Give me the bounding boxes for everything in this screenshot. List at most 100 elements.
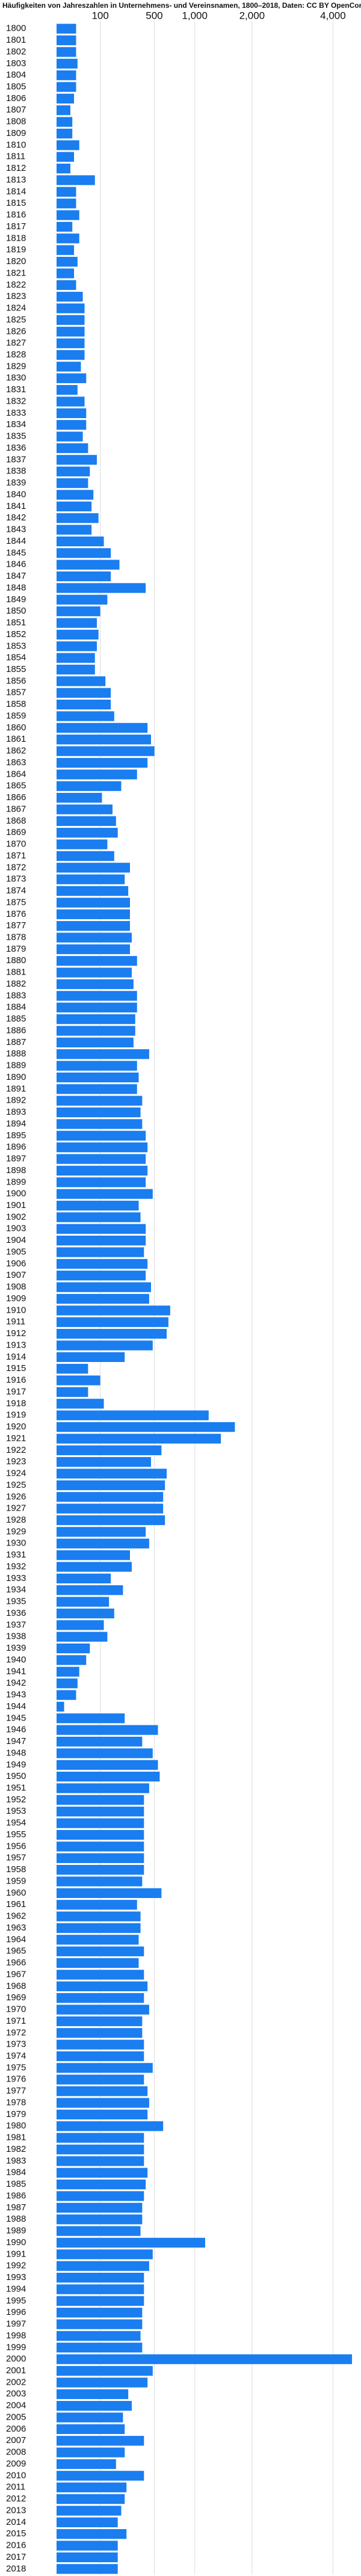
y-tick-label: 1816 [6,210,26,220]
y-tick-label: 1914 [6,1352,26,1362]
y-tick-label: 1899 [6,1177,26,1187]
y-tick-label: 1951 [6,1783,26,1793]
y-tick-label: 1918 [6,1398,26,1408]
bar [57,1900,137,1910]
bar [57,606,100,617]
y-tick-label: 1971 [6,2016,26,2026]
y-tick-label: 1894 [6,1118,26,1129]
y-tick-label: 1890 [6,1072,26,1082]
y-tick-label: 1911 [6,1317,25,1327]
y-tick-label: 1821 [6,268,26,278]
bar [57,1072,139,1083]
bar [57,93,75,104]
y-tick-label: 1877 [6,920,26,931]
y-tick-label: 1915 [6,1363,26,1373]
y-tick-label: 1990 [6,2237,26,2248]
y-tick-label: 1843 [6,525,26,535]
y-tick-label: 1929 [6,1526,26,1536]
bar [57,1981,148,1991]
bar [57,1002,137,1012]
y-tick-label: 1970 [6,2004,26,2015]
bar [57,1888,162,1898]
y-tick-label: 1948 [6,1748,26,1758]
y-tick-label: 1963 [6,1923,26,1933]
y-tick-label: 1868 [6,816,26,826]
bar [57,2389,129,2399]
bar [57,105,70,116]
bar [57,839,108,849]
y-tick-label: 1810 [6,140,26,150]
y-tick-label: 2017 [6,2552,26,2562]
bar [57,2459,116,2470]
y-tick-label: 1882 [6,979,26,989]
y-tick-label: 1886 [6,1025,26,1035]
bar [57,1037,134,1047]
bar [57,1026,135,1036]
y-tick-label: 1997 [6,2319,26,2329]
y-tick-label: 1874 [6,886,26,896]
bar [57,2331,141,2341]
bar [57,408,87,419]
y-tick-label: 1902 [6,1212,26,1222]
y-tick-label: 2013 [6,2505,26,2515]
y-tick-label: 1921 [6,1433,26,1443]
y-tick-label: 1837 [6,454,26,464]
bar [57,2086,148,2097]
y-tick-label: 1835 [6,431,26,442]
y-tick-label: 2008 [6,2447,26,2457]
y-tick-label: 1822 [6,280,26,290]
bar [57,256,78,267]
bar [57,140,79,150]
y-tick-label: 1993 [6,2272,26,2282]
bar [57,2319,143,2329]
y-tick-label: 1919 [6,1410,26,1420]
y-tick-label: 1900 [6,1189,26,1199]
bar [57,2133,144,2143]
y-tick-label: 1869 [6,827,26,837]
y-tick-label: 1873 [6,874,26,884]
y-tick-label: 1976 [6,2074,26,2085]
bar [57,1632,108,1642]
bar [57,2436,144,2446]
y-tick-label: 2000 [6,2354,26,2364]
bar [57,513,99,523]
y-tick-label: 1808 [6,117,26,127]
bar [57,2226,141,2236]
bar [57,1958,139,1968]
bar [57,1457,151,1467]
y-tick-label: 1858 [6,699,26,709]
bar [57,2179,146,2190]
y-tick-label: 1949 [6,1760,26,1770]
bar [57,1585,123,1595]
y-tick-label: 1920 [6,1422,26,1432]
chart-title: Häufigkeiten von Jahreszahlen in Unterne… [2,1,361,10]
y-tick-label: 1814 [6,186,26,197]
y-tick-label: 1823 [6,291,26,301]
bar [57,1200,139,1211]
bar [57,1095,143,1106]
y-tick-label: 1850 [6,606,26,616]
y-tick-label: 1825 [6,315,26,325]
bar [57,1503,164,1514]
bar [57,2308,143,2318]
bar [57,1701,64,1712]
y-tick-label: 1986 [6,2190,26,2201]
bar [57,898,130,908]
bar [57,979,134,990]
bar [57,1772,160,1782]
bar [57,1293,149,1304]
y-tick-label: 1924 [6,1468,26,1479]
y-tick-label: 1994 [6,2284,26,2294]
y-tick-label: 1804 [6,70,26,80]
y-tick-label: 1992 [6,2261,26,2271]
y-tick-label: 1932 [6,1561,26,1571]
bar [57,2424,125,2435]
bar [57,2471,144,2481]
bar [57,233,79,244]
y-tick-label: 1888 [6,1049,26,1059]
bar [57,128,73,139]
y-tick-label: 1979 [6,2109,26,2119]
bar [57,1678,78,1689]
bar [57,501,92,511]
y-tick-label: 1952 [6,1795,26,1805]
